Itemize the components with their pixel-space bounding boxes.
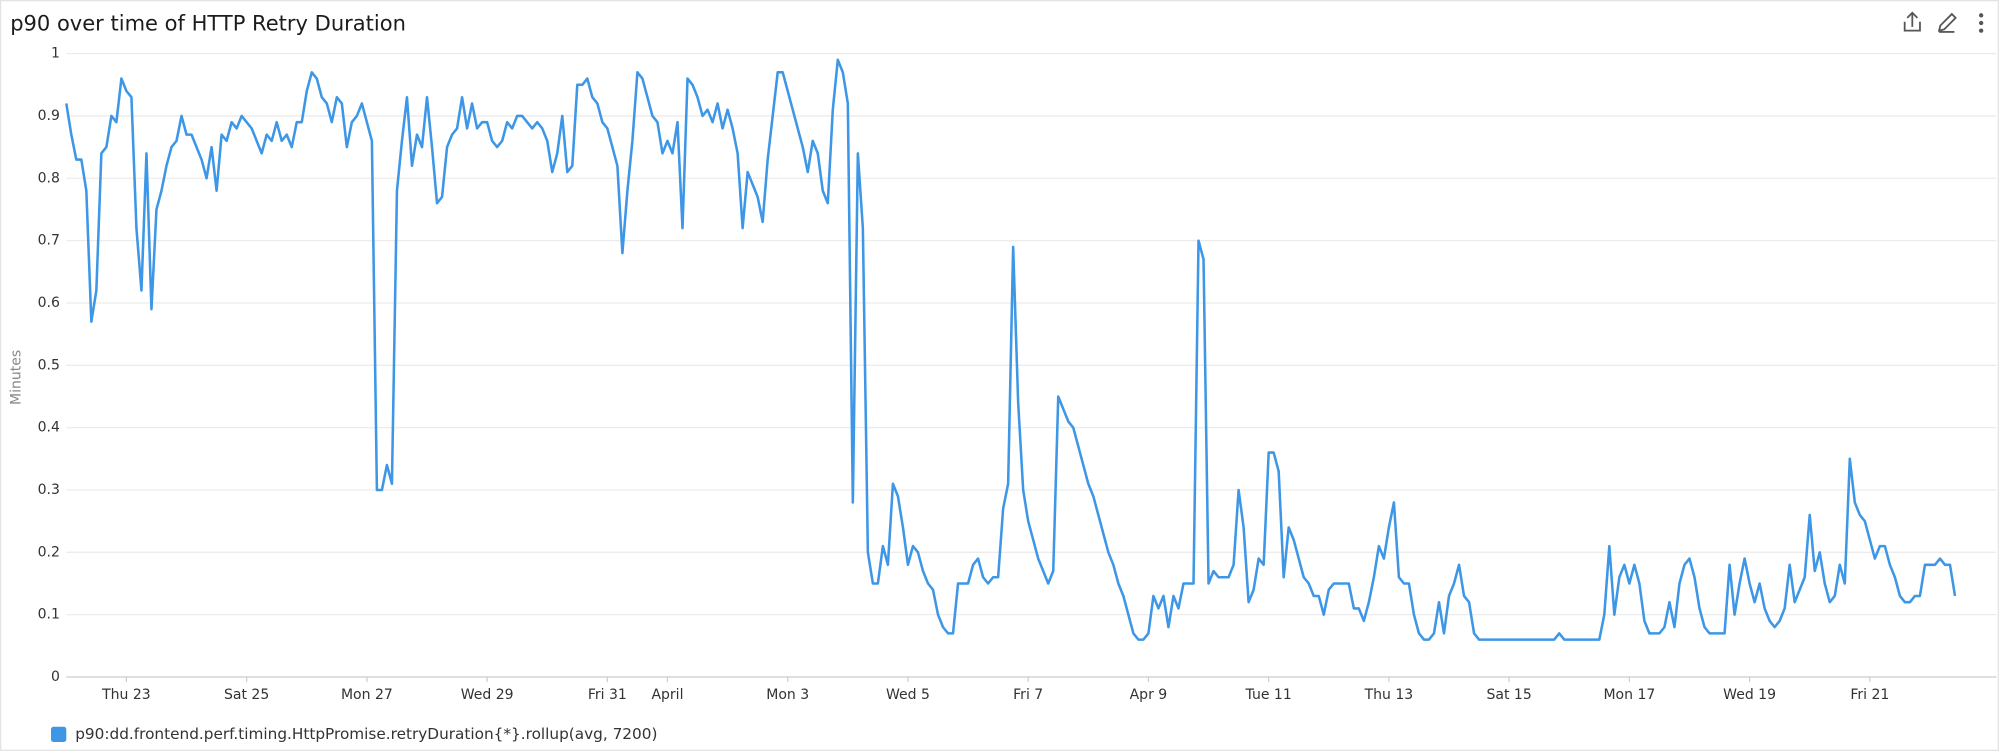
toolbar bbox=[1903, 11, 1984, 33]
x-tick-label: Fri 21 bbox=[1850, 687, 1889, 703]
more-icon[interactable] bbox=[1978, 13, 1984, 33]
x-tick-label: Thu 23 bbox=[101, 687, 151, 703]
x-tick-label: Wed 19 bbox=[1723, 687, 1776, 703]
x-tick-label: Wed 5 bbox=[886, 687, 930, 703]
x-tick-label: Tue 11 bbox=[1245, 687, 1292, 703]
x-tick-label: Thu 13 bbox=[1364, 687, 1414, 703]
y-tick-label: 0.7 bbox=[38, 233, 60, 249]
legend-swatch bbox=[50, 726, 67, 743]
export-icon[interactable] bbox=[1903, 11, 1921, 32]
x-tick-label: Mon 17 bbox=[1603, 687, 1655, 703]
x-tick-label: Apr 9 bbox=[1130, 687, 1168, 703]
y-tick-label: 0.1 bbox=[38, 607, 60, 623]
edit-icon[interactable] bbox=[1937, 12, 1957, 33]
x-tick-label: April bbox=[651, 687, 683, 703]
y-tick-label: 0.9 bbox=[38, 108, 60, 124]
x-tick-label: Sat 15 bbox=[1486, 687, 1531, 703]
x-tick-label: Mon 3 bbox=[766, 687, 809, 703]
x-tick-label: Mon 27 bbox=[341, 687, 393, 703]
y-tick-label: 0.2 bbox=[38, 544, 60, 560]
legend-label[interactable]: p90:dd.frontend.perf.timing.HttpPromise.… bbox=[75, 725, 657, 743]
y-tick-label: 0 bbox=[51, 669, 60, 685]
y-tick-label: 0.4 bbox=[38, 420, 60, 436]
y-tick-label: 0.6 bbox=[38, 295, 60, 311]
y-tick-label: 0.5 bbox=[38, 357, 60, 373]
chart-title: p90 over time of HTTP Retry Duration bbox=[10, 10, 406, 35]
x-tick-label: Wed 29 bbox=[461, 687, 514, 703]
y-tick-label: 0.3 bbox=[38, 482, 60, 498]
x-tick-label: Fri 31 bbox=[588, 687, 627, 703]
x-tick-label: Fri 7 bbox=[1013, 687, 1043, 703]
x-tick-label: Sat 25 bbox=[224, 687, 269, 703]
y-tick-label: 0.8 bbox=[38, 170, 60, 186]
y-tick-label: 1 bbox=[51, 46, 60, 62]
data-line bbox=[65, 58, 1957, 641]
y-axis-label: Minutes bbox=[9, 350, 25, 405]
